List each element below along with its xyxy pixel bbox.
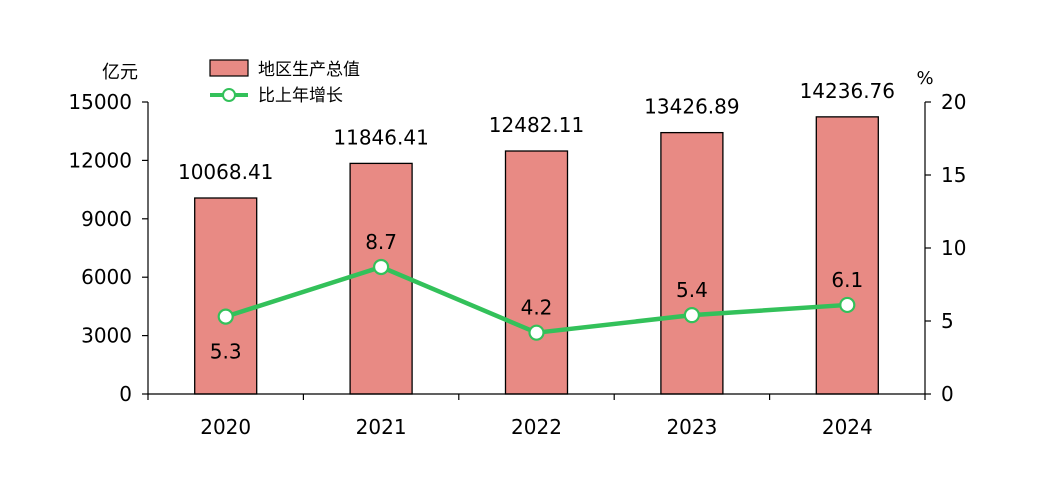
data-labels: 10068.41 11846.41 12482.11 13426.89 14236.76…: [178, 79, 895, 364]
legend-label-bar: 地区生产总值: [258, 60, 360, 80]
growth-value-label: 8.7: [365, 230, 397, 254]
line-series: [217, 258, 856, 341]
x-tick-label: 2024: [822, 415, 873, 439]
bar-value-label: 12482.11: [489, 113, 584, 137]
right-tick-label: 5: [941, 309, 954, 333]
right-axis-unit: %: [916, 68, 933, 89]
left-tick-label: 12000: [68, 148, 132, 172]
left-tick-label: 15000: [68, 90, 132, 114]
bar-value-label: 14236.76: [800, 79, 895, 103]
left-tick-label: 9000: [81, 207, 132, 231]
bar: [349, 162, 413, 395]
growth-value-label: 4.2: [521, 296, 553, 320]
right-tick-label: 20: [941, 90, 966, 114]
growth-point: [683, 307, 701, 324]
right-tick-label: 0: [941, 382, 954, 406]
x-tick-label: 2023: [666, 415, 717, 439]
growth-point: [373, 258, 390, 276]
x-tick-label: 2022: [511, 415, 562, 439]
left-axis-unit: 亿元: [102, 62, 138, 83]
bar-value-label: 10068.41: [178, 160, 273, 184]
growth-point: [217, 308, 234, 325]
left-tick-label: 0: [119, 382, 132, 406]
bar-value-label: 11846.41: [333, 125, 428, 149]
growth-point: [528, 324, 545, 341]
growth-value-label: 5.4: [676, 278, 708, 302]
x-tick-label: 2021: [356, 415, 407, 439]
growth-point: [839, 296, 856, 314]
left-tick-label: 3000: [81, 324, 132, 348]
right-tick-label: 10: [941, 236, 966, 260]
bar-series: [194, 116, 879, 395]
bar: [504, 150, 569, 395]
bar: [815, 116, 879, 395]
right-tick-label: 15: [941, 163, 966, 187]
x-tick-label: 2020: [200, 415, 251, 439]
bar: [660, 131, 724, 395]
growth-value-label: 5.3: [210, 340, 242, 364]
legend-swatch-bar: [209, 59, 249, 77]
left-tick-label: 6000: [81, 265, 132, 289]
growth-value-label: 6.1: [831, 268, 863, 292]
bar: [194, 197, 258, 395]
legend-marker-line: [222, 88, 236, 102]
bar-value-label: 13426.89: [644, 95, 739, 119]
legend: 地区生产总值 比上年增长: [209, 59, 360, 106]
legend-label-line: 比上年增长: [258, 86, 343, 106]
